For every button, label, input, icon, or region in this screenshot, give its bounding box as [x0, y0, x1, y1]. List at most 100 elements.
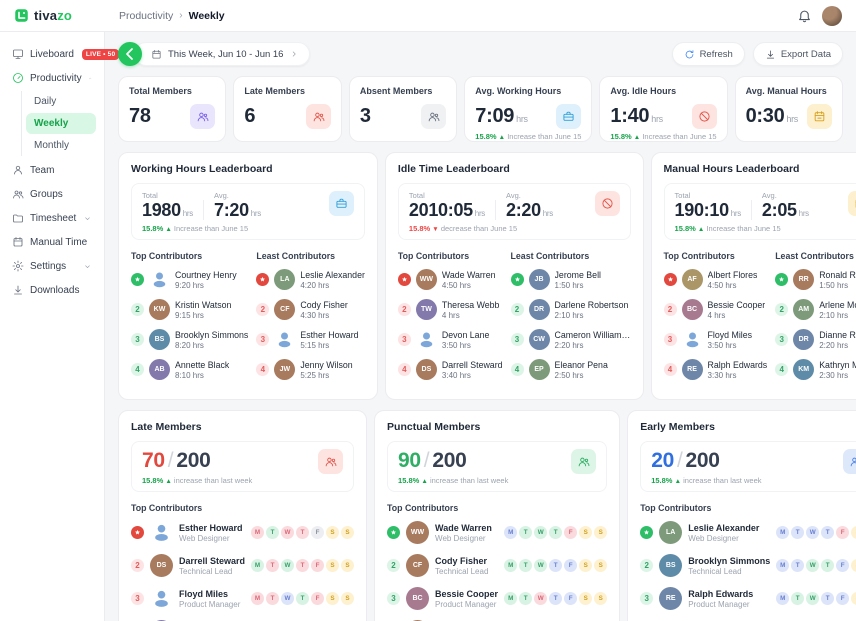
summary-box: Total 2010:05 hrs Avg. 2:20 hrs 15.8% ▼ … [397, 183, 631, 240]
contributor-row[interactable]: AF Albert Flores 4:50 hrs [663, 269, 768, 290]
notifications-bell-icon[interactable] [797, 8, 812, 23]
rank-1-medal-icon [397, 273, 411, 286]
contributor-row[interactable]: RR Ronald Richards 1:50 hrs [775, 269, 856, 290]
contributor-row[interactable]: 4 RE Ralph Edwards 3:30 hrs [663, 359, 767, 380]
user-avatar[interactable] [822, 5, 842, 26]
card-title: Late Members [131, 421, 202, 433]
rank-badge: 4 [775, 363, 789, 376]
total-value: 2010:05 hrs [408, 200, 486, 220]
toolbar: This Week, Jun 10 - Jun 16 Refresh Expor… [118, 42, 843, 66]
sidebar-item-liveboard[interactable]: Liveboard LIVE • 50 [8, 42, 120, 66]
avatar: JW [274, 359, 296, 380]
total-label: Total [408, 191, 425, 200]
stat-label: Absent Members [359, 86, 433, 96]
contributor-row[interactable]: WW Wade Warren 4:50 hrs [397, 269, 503, 290]
sidebar-item-productivity[interactable]: Productivity [8, 66, 96, 90]
contributor-hours: 4 hrs [441, 310, 460, 320]
sidebar-item-groups[interactable]: Groups [8, 182, 96, 206]
stats-row: Total Members 78 Late Members 6 Absent M… [118, 76, 843, 142]
contributor-row[interactable]: 2 CF Cody Fisher 4:30 hrs [256, 299, 365, 320]
people-icon [12, 188, 24, 200]
prev-week-button[interactable] [118, 42, 142, 66]
contributor-row[interactable]: 4 DS Darrell Steward 3:40 hrs [397, 359, 503, 380]
contributor-row[interactable]: 2 KW Kristin Watson 9:15 hrs [131, 299, 248, 320]
rank-badge: 2 [663, 303, 677, 316]
member-name: Wade Warren [435, 522, 492, 533]
contributor-row[interactable]: LA Leslie Alexander 4:20 hrs [256, 269, 365, 290]
avatar: DS [415, 359, 437, 380]
member-card-punctual-members: Punctual Members 90/200 15.8% ▲ increase… [374, 410, 621, 621]
day-chip-S: S [851, 526, 856, 539]
rank-badge: 2 [640, 559, 654, 572]
stat-tile [421, 104, 447, 129]
day-chip-F: F [311, 526, 325, 539]
day-chip-S: S [594, 592, 608, 605]
day-chip-F: F [836, 592, 850, 605]
member-count: 90/200 [398, 449, 467, 472]
sidebar-item-downloads[interactable]: Downloads [8, 278, 96, 302]
contributor-row[interactable]: 3 Esther Howard 5:15 hrs [256, 329, 365, 350]
sidebar-subitem-weekly[interactable]: Weekly [26, 113, 96, 134]
contributor-row[interactable]: 2 AM Arlene McCoy 2:10 hrs [775, 299, 856, 320]
sidebar-item-timesheet[interactable]: Timesheet [8, 206, 96, 230]
member-row[interactable]: 3RE Ralph Edwards Product Manager MTWTFS… [640, 587, 856, 610]
contributor-row[interactable]: 4 AB Annette Black 8:10 hrs [131, 359, 248, 380]
total-label: Total [674, 191, 691, 200]
contributor-column-title: Top Contributors [131, 251, 203, 261]
contributor-row[interactable]: 3 Floyd Miles 3:50 hrs [663, 329, 768, 350]
sidebar-item-settings[interactable]: Settings [8, 254, 96, 278]
contributor-row[interactable]: 3 Devon Lane 3:50 hrs [397, 329, 503, 350]
contributor-column-title: Least Contributors [775, 251, 854, 261]
contributor-row[interactable]: 4 KM Kathryn Murphy 2:30 hrs [775, 359, 856, 380]
contributor-row[interactable]: 4 JW Jenny Wilson 5:25 hrs [256, 359, 365, 380]
contributor-row[interactable]: Courtney Henry 9:20 hrs [131, 269, 248, 290]
day-chip-S: S [851, 592, 856, 605]
day-chip-M: M [776, 592, 790, 605]
contributor-row[interactable]: JB Jerome Bell 1:50 hrs [510, 269, 631, 290]
breadcrumb-section[interactable]: Productivity [119, 9, 174, 22]
day-chip-S: S [326, 526, 340, 539]
contributor-row[interactable]: 2 DR Darlene Robertson 2:10 hrs [510, 299, 631, 320]
next-week-chevron-icon[interactable] [289, 49, 299, 59]
chevron-down-icon [83, 262, 92, 271]
contributor-name: Bessie Cooper [707, 299, 766, 310]
brand-icon [14, 8, 29, 23]
member-name: Ralph Edwards [688, 588, 754, 599]
brand-logo[interactable]: tivazo [0, 8, 105, 23]
contributor-row[interactable]: 3 CW Cameron Williams... 2:20 hrs [510, 329, 631, 350]
day-chip-S: S [341, 559, 355, 572]
sidebar-subitem-daily[interactable]: Daily [34, 96, 57, 107]
contributor-row[interactable]: 3 DR Dianne Russell 2:20 hrs [775, 329, 856, 350]
sidebar-item-team[interactable]: Team [8, 158, 96, 182]
sidebar-subitem-monthly[interactable]: Monthly [34, 140, 70, 151]
stat-card-avg-manual-hours: Avg. Manual Hours 0:30 hrs [734, 76, 843, 142]
stat-tile [691, 104, 717, 129]
day-chip-T: T [519, 526, 533, 539]
rank-badge: 2 [256, 303, 270, 316]
card-title: Early Members [640, 421, 715, 433]
rank-1-medal-icon [131, 273, 144, 286]
export-data-button[interactable]: Export Data [752, 42, 843, 66]
refresh-button[interactable]: Refresh [671, 42, 745, 66]
users-icon [196, 110, 209, 123]
sidebar-item-manual-time[interactable]: Manual Time [8, 230, 96, 254]
contributor-row[interactable]: 2 BC Bessie Cooper 4 hrs [663, 299, 768, 320]
contributor-row[interactable]: 4 EP Eleanor Pena 2:50 hrs [510, 359, 631, 380]
date-range-picker[interactable]: This Week, Jun 10 - Jun 16 [134, 42, 311, 66]
chevron-up-icon [88, 74, 92, 83]
day-chip-S: S [579, 559, 593, 572]
contributor-name: Leslie Alexander [300, 269, 365, 280]
stat-value: 7:09 hrs [475, 105, 528, 127]
contributor-row[interactable]: 3 BS Brooklyn Simmons 8:20 hrs [131, 329, 248, 350]
contributor-row[interactable]: 2 TW Theresa Webb 4 hrs [397, 299, 503, 320]
